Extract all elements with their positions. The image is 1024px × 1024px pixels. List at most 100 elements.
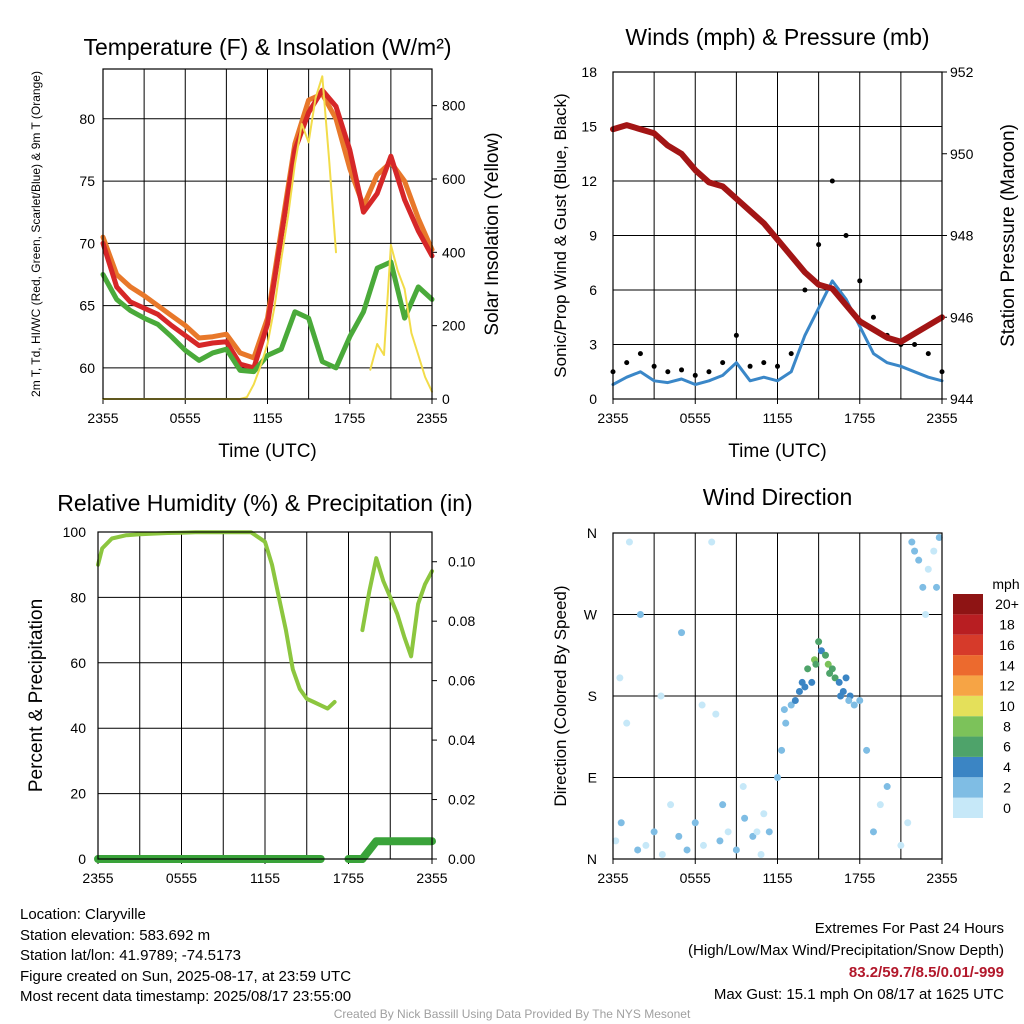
y-tick-label: 15 (581, 119, 597, 135)
direction-point (716, 837, 724, 845)
direction-point (616, 674, 624, 682)
y2-tick-label: 952 (950, 64, 974, 80)
direction-point (876, 801, 884, 809)
y-tick-label: E (588, 770, 597, 786)
x-tick-label: 1155 (762, 410, 792, 426)
gust-point (720, 360, 726, 366)
direction-point (739, 783, 747, 791)
extremes-subtitle: (High/Low/Max Wind/Precipitation/Snow De… (688, 942, 1004, 959)
y2-tick-label: 944 (950, 391, 974, 407)
x-tick-label: 2355 (597, 410, 628, 426)
direction-point (787, 701, 795, 709)
direction-point (911, 547, 919, 555)
y-axis-label: Sonic/Prop Wind & Gust (Blue, Black) (551, 93, 570, 377)
y2-tick-label: 400 (442, 244, 466, 260)
chart-title: Relative Humidity (%) & Precipitation (i… (57, 490, 472, 516)
direction-point (650, 828, 658, 836)
direction-point (935, 534, 943, 542)
x-tick-label: 2355 (416, 870, 447, 886)
gust-point (733, 332, 739, 338)
direction-point (804, 665, 812, 673)
direction-point (824, 660, 832, 668)
direction-point (863, 746, 871, 754)
y2-tick-label: 0.02 (448, 792, 475, 808)
y-tick-label: 6 (589, 282, 597, 298)
direction-point (850, 701, 858, 709)
colorbar-swatch (953, 675, 983, 696)
y-axis-label: Direction (Colored By Speed) (551, 585, 570, 806)
colorbar-swatch (953, 655, 983, 676)
y2-tick-label: 0.00 (448, 851, 475, 867)
colorbar-swatch (953, 736, 983, 757)
direction-point (683, 846, 691, 854)
y2-tick-label: 0 (442, 391, 450, 407)
direction-point (869, 828, 877, 836)
colorbar-label: 4 (1003, 759, 1011, 775)
gust-point (665, 369, 671, 375)
recent-text: Most recent data timestamp: 2025/08/17 2… (20, 988, 352, 1005)
y-tick-label: 100 (63, 524, 87, 540)
y2-tick-label: 948 (950, 228, 974, 244)
direction-point (732, 846, 740, 854)
chart-title: Temperature (F) & Insolation (W/m²) (83, 34, 451, 60)
colorbar-label: 12 (999, 678, 1015, 694)
colorbar-label: 0 (1003, 800, 1011, 816)
x-tick-label: 1155 (250, 870, 280, 886)
direction-point (757, 850, 765, 858)
gust-point (761, 360, 767, 366)
y2-tick-label: 0.08 (448, 613, 475, 629)
direction-point (612, 837, 620, 845)
direction-point (924, 565, 932, 573)
pressure-line (610, 122, 945, 345)
direction-point (856, 697, 864, 705)
colorbar-label: 18 (999, 617, 1015, 633)
colorbar-label: 16 (999, 637, 1015, 653)
direction-point (791, 697, 799, 705)
colorbar-label: 20+ (995, 596, 1019, 612)
x-tick-label: 1155 (252, 410, 282, 426)
direction-point (741, 814, 749, 822)
direction-point (667, 801, 675, 809)
direction-point (835, 678, 843, 686)
extremes-values: 83.2/59.7/8.5/0.01/-999 (848, 964, 1004, 981)
colorbar-swatch (953, 716, 983, 737)
y2-tick-label: 950 (950, 146, 974, 162)
gust-point (706, 369, 712, 375)
y-tick-label: 3 (589, 337, 597, 353)
direction-point (778, 746, 786, 754)
latlon-text: Station lat/lon: 41.9789; -74.5173 (20, 947, 242, 964)
y-tick-label: 12 (581, 173, 597, 189)
x-tick-label: 0555 (680, 870, 711, 886)
direction-point (698, 701, 706, 709)
gust-point (816, 242, 822, 248)
direction-point (908, 538, 916, 546)
x-tick-label: 2355 (597, 870, 628, 886)
y-tick-label: 18 (581, 64, 597, 80)
gust-point (870, 314, 876, 320)
direction-point (719, 801, 727, 809)
direction-point (919, 583, 927, 591)
x-axis-label: Time (UTC) (728, 441, 827, 462)
direction-point (724, 828, 732, 836)
colorbar-swatch (953, 594, 983, 615)
y2-tick-label: 200 (442, 318, 466, 334)
x-tick-label: 1155 (762, 870, 792, 886)
chart-title: Wind Direction (703, 484, 853, 510)
gust-point (679, 367, 685, 373)
direction-point (658, 850, 666, 858)
gust-point (637, 351, 643, 357)
gust-point (829, 178, 835, 184)
direction-point (623, 719, 631, 727)
y2-tick-label: 800 (442, 98, 466, 114)
max-gust-text: Max Gust: 15.1 mph On 08/17 at 1625 UTC (713, 986, 1004, 1003)
wind-speed-line (611, 279, 944, 386)
gust-point (747, 363, 753, 369)
y-axis-label: 2m T, Td, HI/WC (Red, Green, Scarlet/Blu… (29, 71, 43, 397)
created-text: Figure created on Sun, 2025-08-17, at 23… (20, 967, 352, 985)
y-tick-label: S (588, 688, 597, 704)
direction-point (625, 538, 633, 546)
y-tick-label: 40 (70, 720, 86, 736)
colorbar-swatch (953, 614, 983, 635)
y-tick-label: 80 (70, 589, 86, 605)
direction-point (753, 828, 761, 836)
